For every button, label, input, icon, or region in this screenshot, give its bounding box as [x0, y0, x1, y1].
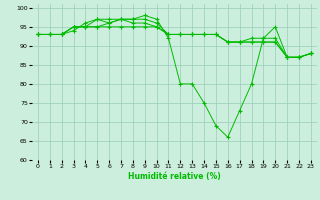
X-axis label: Humidité relative (%): Humidité relative (%)	[128, 172, 221, 181]
